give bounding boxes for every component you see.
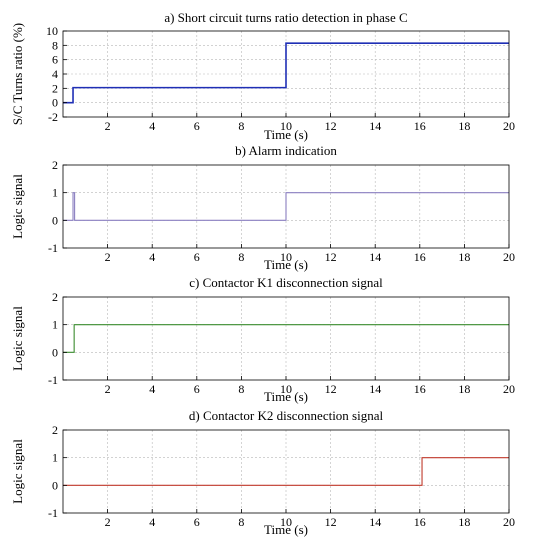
- y-tick-label: 1: [52, 186, 58, 200]
- y-tick-label: -1: [48, 506, 58, 520]
- x-tick-label: 4: [149, 382, 155, 396]
- series-line: [63, 192, 509, 221]
- x-tick-label: 18: [458, 382, 470, 396]
- x-tick-label: 14: [369, 382, 381, 396]
- x-tick-label: 10: [280, 382, 292, 396]
- y-tick-label: 2: [52, 81, 58, 95]
- x-tick-label: 8: [238, 250, 244, 264]
- x-tick-label: 6: [194, 119, 200, 133]
- chart-title: d) Contactor K2 disconnection signal: [189, 408, 384, 423]
- x-tick-label: 14: [369, 250, 381, 264]
- x-tick-label: 14: [369, 515, 381, 529]
- x-tick-label: 4: [149, 119, 155, 133]
- x-tick-label: 6: [194, 250, 200, 264]
- y-tick-label: 2: [52, 423, 58, 437]
- y-axis-label: Logic signal: [10, 439, 25, 504]
- x-tick-label: 18: [458, 119, 470, 133]
- x-tick-label: 4: [149, 250, 155, 264]
- y-tick-label: 0: [52, 213, 58, 227]
- x-tick-label: 10: [280, 119, 292, 133]
- y-tick-label: 0: [52, 345, 58, 359]
- x-tick-label: 4: [149, 515, 155, 529]
- y-tick-label: 1: [52, 451, 58, 465]
- y-tick-label: 2: [52, 158, 58, 172]
- x-axis-label: Time (s): [264, 127, 308, 142]
- y-tick-label: -2: [48, 110, 58, 124]
- y-tick-label: 8: [52, 38, 58, 52]
- x-tick-label: 16: [414, 250, 426, 264]
- series-line: [63, 324, 509, 353]
- y-axis-label: S/C Turns ratio (%): [10, 23, 25, 125]
- x-tick-label: 6: [194, 382, 200, 396]
- x-tick-label: 6: [194, 515, 200, 529]
- x-tick-label: 8: [238, 382, 244, 396]
- x-tick-label: 2: [105, 382, 111, 396]
- y-axis-label: Logic signal: [10, 174, 25, 239]
- x-tick-label: 20: [503, 382, 515, 396]
- x-tick-label: 16: [414, 382, 426, 396]
- y-tick-label: 6: [52, 53, 58, 67]
- y-tick-label: 1: [52, 318, 58, 332]
- x-tick-label: 18: [458, 515, 470, 529]
- y-tick-label: 10: [46, 24, 58, 38]
- x-tick-label: 20: [503, 119, 515, 133]
- x-tick-label: 12: [325, 515, 337, 529]
- x-tick-label: 12: [325, 382, 337, 396]
- x-tick-label: 16: [414, 515, 426, 529]
- x-tick-label: 2: [105, 250, 111, 264]
- y-tick-label: 4: [52, 67, 58, 81]
- y-tick-label: -1: [48, 373, 58, 387]
- x-tick-label: 10: [280, 515, 292, 529]
- y-tick-label: 0: [52, 478, 58, 492]
- chart-title: c) Contactor K1 disconnection signal: [189, 275, 383, 290]
- y-tick-label: 0: [52, 96, 58, 110]
- x-tick-label: 2: [105, 119, 111, 133]
- series-line: [63, 457, 509, 486]
- x-tick-label: 10: [280, 250, 292, 264]
- chart-title: a) Short circuit turns ratio detection i…: [164, 10, 407, 25]
- x-tick-label: 18: [458, 250, 470, 264]
- x-tick-label: 20: [503, 250, 515, 264]
- y-axis-label: Logic signal: [10, 306, 25, 371]
- x-tick-label: 14: [369, 119, 381, 133]
- x-tick-label: 12: [325, 119, 337, 133]
- chart-title: b) Alarm indication: [235, 143, 337, 158]
- x-axis-label: Time (s): [264, 522, 308, 537]
- y-tick-label: -1: [48, 241, 58, 255]
- series-line: [63, 42, 509, 104]
- x-axis-label: Time (s): [264, 257, 308, 272]
- x-tick-label: 8: [238, 119, 244, 133]
- x-tick-label: 20: [503, 515, 515, 529]
- x-tick-label: 16: [414, 119, 426, 133]
- x-tick-label: 2: [105, 515, 111, 529]
- y-tick-label: 2: [52, 290, 58, 304]
- x-tick-label: 12: [325, 250, 337, 264]
- x-tick-label: 8: [238, 515, 244, 529]
- x-axis-label: Time (s): [264, 389, 308, 404]
